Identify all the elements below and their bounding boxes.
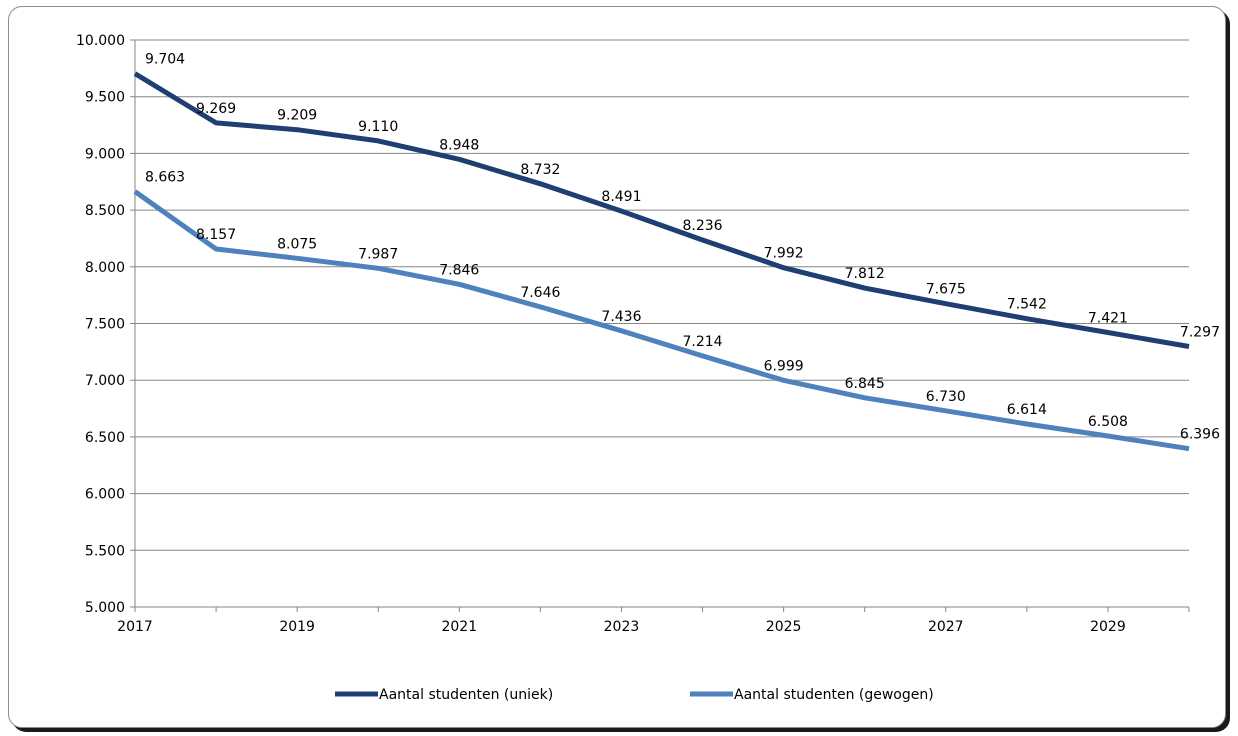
data-label: 6.508 [1088,414,1128,430]
x-tick-label: 2017 [117,619,153,635]
chart-frame [8,6,1226,728]
x-tick-label: 2021 [441,619,477,635]
data-label: 7.297 [1180,325,1220,341]
data-label: 7.214 [682,334,722,350]
data-label: 9.209 [277,108,317,124]
y-tick-label: 6.000 [85,487,125,503]
legend-label: Aantal studenten (uniek) [379,687,553,703]
y-tick-label: 9.000 [85,146,125,162]
y-tick-label: 8.500 [85,203,125,219]
legend-label: Aantal studenten (gewogen) [734,687,934,703]
series-line-gewogen [133,189,1190,452]
x-tick-label: 2019 [279,619,315,635]
data-label: 6.999 [764,358,804,374]
x-tick-label: 2025 [766,619,802,635]
data-label: 6.396 [1180,427,1220,443]
data-label: 7.846 [439,262,479,278]
y-tick-label: 8.000 [85,260,125,276]
data-label: 6.845 [845,376,885,392]
y-tick-label: 10.000 [76,33,125,49]
data-label: 6.730 [926,389,966,405]
y-tick-label: 7.000 [85,373,125,389]
x-tick-label: 2023 [604,619,640,635]
data-label: 8.491 [601,189,641,205]
y-tick-label: 5.500 [85,543,125,559]
data-label: 8.948 [439,137,479,153]
x-tick-label: 2027 [928,619,964,635]
y-tick-label: 6.500 [85,430,125,446]
series-line-uniek [133,71,1190,349]
data-label: 7.992 [764,246,804,262]
x-tick-label: 2029 [1090,619,1126,635]
data-label: 8.157 [196,227,236,243]
data-label: 9.704 [145,52,185,68]
data-label: 8.236 [682,218,722,234]
data-label: 9.269 [196,101,236,117]
data-label: 8.732 [520,162,560,178]
data-label: 9.110 [358,119,398,135]
data-label: 7.542 [1007,297,1047,313]
data-label: 8.075 [277,236,317,252]
data-label: 7.987 [358,246,398,262]
data-label: 7.436 [601,309,641,325]
data-label: 8.663 [145,170,185,186]
data-label: 7.421 [1088,310,1128,326]
data-label: 7.675 [926,282,966,298]
y-tick-label: 5.000 [85,600,125,616]
y-tick-label: 7.500 [85,317,125,333]
data-label: 7.812 [845,266,885,282]
data-label: 6.614 [1007,402,1047,418]
data-label: 7.646 [520,285,560,301]
y-tick-label: 9.500 [85,90,125,106]
